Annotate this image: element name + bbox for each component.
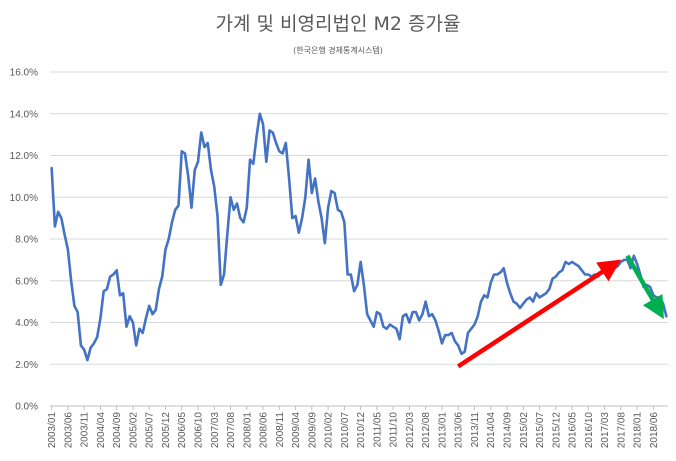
x-tick-label: 2013/06	[454, 412, 465, 449]
x-tick-label: 2016/05	[568, 412, 579, 449]
gridlines	[50, 71, 668, 407]
x-tick-label: 2015/07	[535, 412, 546, 449]
x-tick-label: 2010/07	[340, 412, 351, 449]
y-tick-label: 8.0%	[15, 235, 38, 246]
x-tick-label: 2005/07	[145, 412, 156, 449]
x-tick-label: 2004/04	[96, 412, 107, 449]
y-tick-label: 10.0%	[10, 193, 38, 204]
x-tick-label: 2018/01	[633, 412, 644, 449]
x-tick-label: 2018/06	[649, 412, 660, 449]
x-tick-label: 2005/12	[161, 412, 172, 449]
x-tick-label: 2009/09	[307, 412, 318, 449]
x-axis-ticks: 2003/01 2003/06 2003/11 2004/04 2004/09 2005/…	[47, 406, 660, 448]
x-tick-label: 2010/02	[324, 412, 335, 449]
y-tick-label: 6.0%	[15, 276, 38, 287]
chart-title: 가계 및 비영리법인 M2 증가율	[216, 13, 461, 35]
x-tick-label: 2017/08	[616, 412, 627, 449]
series-line	[50, 112, 668, 362]
x-tick-label: 2017/03	[600, 412, 611, 449]
chart-subtitle: (한국은행 경제통계시스템)	[293, 45, 383, 55]
x-tick-label: 2007/03	[210, 412, 221, 449]
rising-trend-arrow	[456, 259, 622, 369]
x-tick-label: 2008/01	[242, 412, 253, 449]
series-layer	[50, 112, 668, 362]
x-tick-label: 2003/11	[80, 412, 91, 448]
x-tick-label: 2012/03	[405, 412, 416, 449]
x-tick-label: 2014/09	[502, 412, 513, 449]
x-tick-label: 2015/02	[519, 412, 530, 449]
x-tick-label: 2009/04	[291, 412, 302, 449]
y-tick-label: 4.0%	[15, 318, 38, 329]
y-tick-label: 14.0%	[10, 109, 38, 120]
x-tick-label: 2005/02	[128, 412, 139, 449]
x-tick-label: 2016/10	[584, 412, 595, 449]
x-tick-label: 2003/01	[47, 412, 58, 449]
falling-trend-arrow	[625, 254, 664, 320]
x-tick-label: 2015/12	[551, 412, 562, 449]
x-tick-label: 2013/01	[437, 412, 448, 449]
annotation-arrows	[456, 254, 664, 369]
x-tick-label: 2008/11	[275, 412, 286, 448]
x-tick-label: 2007/08	[226, 412, 237, 449]
x-tick-label: 2012/08	[421, 412, 432, 449]
x-tick-label: 2006/05	[177, 412, 188, 449]
x-tick-label: 2014/04	[486, 412, 497, 449]
x-tick-label: 2011/10	[389, 412, 400, 448]
x-tick-label: 2008/06	[259, 412, 270, 449]
y-tick-label: 12.0%	[10, 151, 38, 162]
x-tick-label: 2004/09	[112, 412, 123, 449]
x-tick-label: 2011/05	[372, 412, 383, 448]
x-tick-label: 2010/12	[356, 412, 367, 449]
x-tick-label: 2006/10	[193, 412, 204, 449]
y-axis-ticks: 0.0% 2.0% 4.0% 6.0% 8.0% 10.0% 12.0% 14.0% 16.0%	[10, 68, 38, 413]
y-tick-label: 16.0%	[10, 68, 38, 79]
y-tick-label: 2.0%	[15, 360, 38, 371]
x-tick-label: 2013/11	[470, 412, 481, 448]
y-tick-label: 0.0%	[15, 402, 38, 413]
x-tick-label: 2003/06	[63, 412, 74, 449]
